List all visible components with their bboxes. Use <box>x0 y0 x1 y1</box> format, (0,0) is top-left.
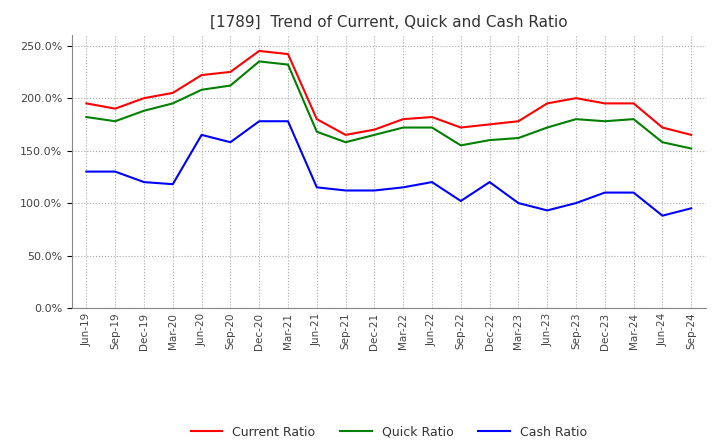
Cash Ratio <box>399 185 408 190</box>
Cash Ratio <box>341 188 350 193</box>
Current Ratio <box>572 95 580 101</box>
Quick Ratio <box>312 129 321 134</box>
Quick Ratio <box>111 119 120 124</box>
Quick Ratio <box>197 87 206 92</box>
Current Ratio <box>82 101 91 106</box>
Quick Ratio <box>543 125 552 130</box>
Line: Cash Ratio: Cash Ratio <box>86 121 691 216</box>
Cash Ratio <box>485 180 494 185</box>
Quick Ratio <box>399 125 408 130</box>
Line: Quick Ratio: Quick Ratio <box>86 62 691 149</box>
Quick Ratio <box>572 117 580 122</box>
Cash Ratio <box>370 188 379 193</box>
Current Ratio <box>514 119 523 124</box>
Cash Ratio <box>629 190 638 195</box>
Cash Ratio <box>428 180 436 185</box>
Current Ratio <box>658 125 667 130</box>
Quick Ratio <box>514 136 523 141</box>
Quick Ratio <box>687 146 696 151</box>
Cash Ratio <box>255 119 264 124</box>
Quick Ratio <box>168 101 177 106</box>
Current Ratio <box>226 69 235 74</box>
Quick Ratio <box>370 132 379 138</box>
Quick Ratio <box>629 117 638 122</box>
Current Ratio <box>370 127 379 132</box>
Cash Ratio <box>140 180 148 185</box>
Quick Ratio <box>658 139 667 145</box>
Cash Ratio <box>687 205 696 211</box>
Cash Ratio <box>514 201 523 206</box>
Cash Ratio <box>226 139 235 145</box>
Current Ratio <box>399 117 408 122</box>
Cash Ratio <box>572 201 580 206</box>
Cash Ratio <box>543 208 552 213</box>
Current Ratio <box>140 95 148 101</box>
Cash Ratio <box>168 182 177 187</box>
Current Ratio <box>456 125 465 130</box>
Current Ratio <box>629 101 638 106</box>
Cash Ratio <box>111 169 120 174</box>
Current Ratio <box>687 132 696 138</box>
Current Ratio <box>428 114 436 120</box>
Current Ratio <box>111 106 120 111</box>
Cash Ratio <box>82 169 91 174</box>
Current Ratio <box>197 73 206 78</box>
Cash Ratio <box>456 198 465 204</box>
Current Ratio <box>543 101 552 106</box>
Title: [1789]  Trend of Current, Quick and Cash Ratio: [1789] Trend of Current, Quick and Cash … <box>210 15 567 30</box>
Quick Ratio <box>600 119 609 124</box>
Quick Ratio <box>255 59 264 64</box>
Cash Ratio <box>284 119 292 124</box>
Cash Ratio <box>600 190 609 195</box>
Quick Ratio <box>226 83 235 88</box>
Line: Current Ratio: Current Ratio <box>86 51 691 135</box>
Quick Ratio <box>456 143 465 148</box>
Current Ratio <box>341 132 350 138</box>
Quick Ratio <box>428 125 436 130</box>
Current Ratio <box>168 90 177 95</box>
Current Ratio <box>485 122 494 127</box>
Quick Ratio <box>82 114 91 120</box>
Cash Ratio <box>658 213 667 218</box>
Cash Ratio <box>197 132 206 138</box>
Current Ratio <box>284 51 292 57</box>
Quick Ratio <box>341 139 350 145</box>
Quick Ratio <box>485 137 494 143</box>
Quick Ratio <box>284 62 292 67</box>
Cash Ratio <box>312 185 321 190</box>
Current Ratio <box>600 101 609 106</box>
Legend: Current Ratio, Quick Ratio, Cash Ratio: Current Ratio, Quick Ratio, Cash Ratio <box>186 421 592 440</box>
Current Ratio <box>255 48 264 54</box>
Current Ratio <box>312 117 321 122</box>
Quick Ratio <box>140 108 148 114</box>
